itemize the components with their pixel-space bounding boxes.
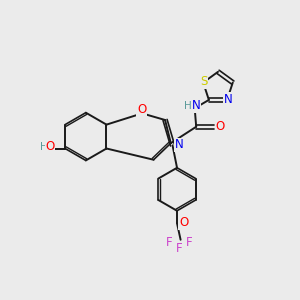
Text: N: N <box>191 99 200 112</box>
Text: O: O <box>46 140 55 153</box>
Text: N: N <box>175 138 184 151</box>
Text: F: F <box>166 236 172 249</box>
Text: F: F <box>176 242 182 255</box>
Text: O: O <box>215 120 225 133</box>
Text: O: O <box>137 103 146 116</box>
Text: N: N <box>224 93 233 106</box>
Text: S: S <box>200 75 208 88</box>
Text: H: H <box>40 142 47 152</box>
Text: O: O <box>179 216 188 229</box>
Text: F: F <box>186 236 193 249</box>
Text: H: H <box>184 101 192 111</box>
